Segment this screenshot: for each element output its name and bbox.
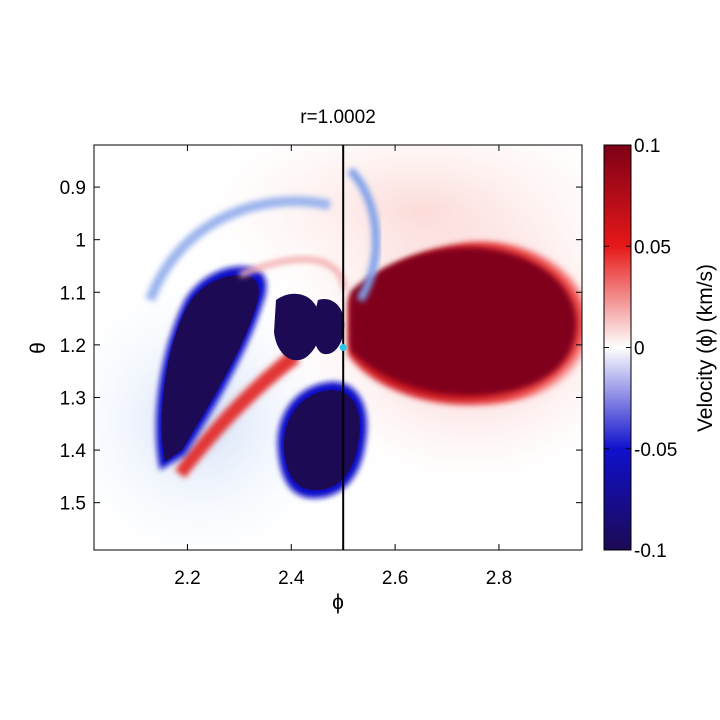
negative-lower-lobe (283, 389, 360, 491)
negative-left-lobe (161, 275, 259, 462)
colorbar-tick-label: -0.05 (634, 440, 677, 461)
heatmap-field (94, 145, 582, 550)
chart-title: r=1.0002 (300, 107, 376, 128)
x-axis-ticks: 2.2 2.4 2.6 2.8 (174, 145, 512, 589)
y-axis-label: θ (27, 342, 50, 354)
positive-red-core (350, 247, 577, 395)
y-tick-label: 1.2 (60, 336, 86, 357)
negative-arc-wave (145, 196, 332, 302)
x-tick-label: 2.2 (174, 568, 200, 589)
y-tick-label: 1.1 (60, 283, 86, 304)
y-tick-label: 1.4 (60, 441, 87, 462)
colorbar-ticks: 0.1 0.05 0 -0.05 -0.1 (604, 136, 677, 562)
positive-arc-wave (238, 256, 348, 291)
x-axis-label: ϕ (332, 591, 344, 614)
y-tick-label: 1 (75, 231, 86, 252)
positive-red-streak (175, 350, 300, 478)
negative-central-patch-2 (313, 298, 345, 355)
negative-central-patch (274, 293, 321, 361)
x-tick-label: 2.4 (278, 568, 305, 589)
colorbar-tick-label: -0.1 (634, 541, 667, 562)
y-axis-ticks: 0.9 1 1.1 1.2 1.3 1.4 1.5 (60, 178, 582, 515)
colorbar-tick-label: 0.1 (634, 136, 660, 157)
colorbar-tick-label: 0.05 (634, 237, 671, 258)
colorbar-label: Velocity (ϕ) (km/s) (694, 264, 717, 432)
y-tick-label: 1.3 (60, 388, 86, 409)
colorbar-tick-label: 0 (634, 339, 645, 360)
x-tick-label: 2.6 (382, 568, 408, 589)
location-marker (339, 344, 347, 351)
negative-arc-wave-2 (347, 167, 380, 303)
x-tick-label: 2.8 (486, 568, 512, 589)
y-tick-label: 0.9 (60, 178, 86, 199)
plot-frame (93, 144, 583, 551)
y-tick-label: 1.5 (60, 494, 86, 515)
